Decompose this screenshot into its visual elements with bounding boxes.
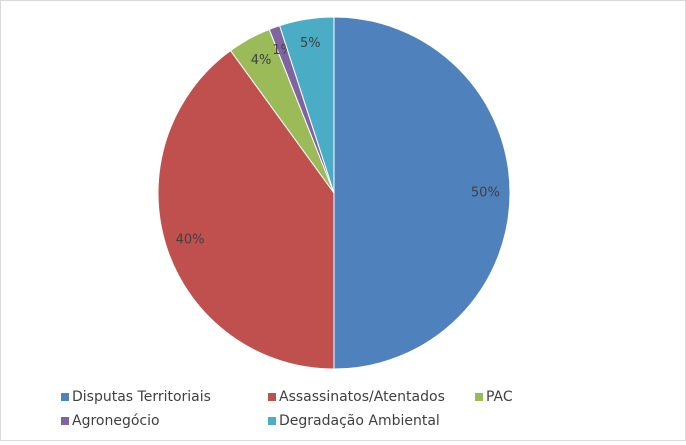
pie-slice <box>157 49 335 370</box>
legend-swatch <box>268 417 276 425</box>
legend-swatch <box>475 393 483 401</box>
pie-slice <box>333 16 511 370</box>
pie-slice <box>278 16 335 194</box>
legend-label: Assassinatos/Atentados <box>279 389 445 405</box>
legend-swatch <box>61 417 69 425</box>
legend-swatch <box>268 393 276 401</box>
legend-label: PAC <box>486 389 513 405</box>
data-label: 4% <box>251 53 272 68</box>
data-label: 5% <box>300 36 321 51</box>
legend-swatch <box>61 393 69 401</box>
data-label: 40% <box>176 232 205 247</box>
data-label: 50% <box>471 186 500 201</box>
legend-label: Disputas Territoriais <box>72 389 211 405</box>
legend-label: Agronegócio <box>72 413 160 429</box>
legend-label: Degradação Ambiental <box>279 413 440 429</box>
